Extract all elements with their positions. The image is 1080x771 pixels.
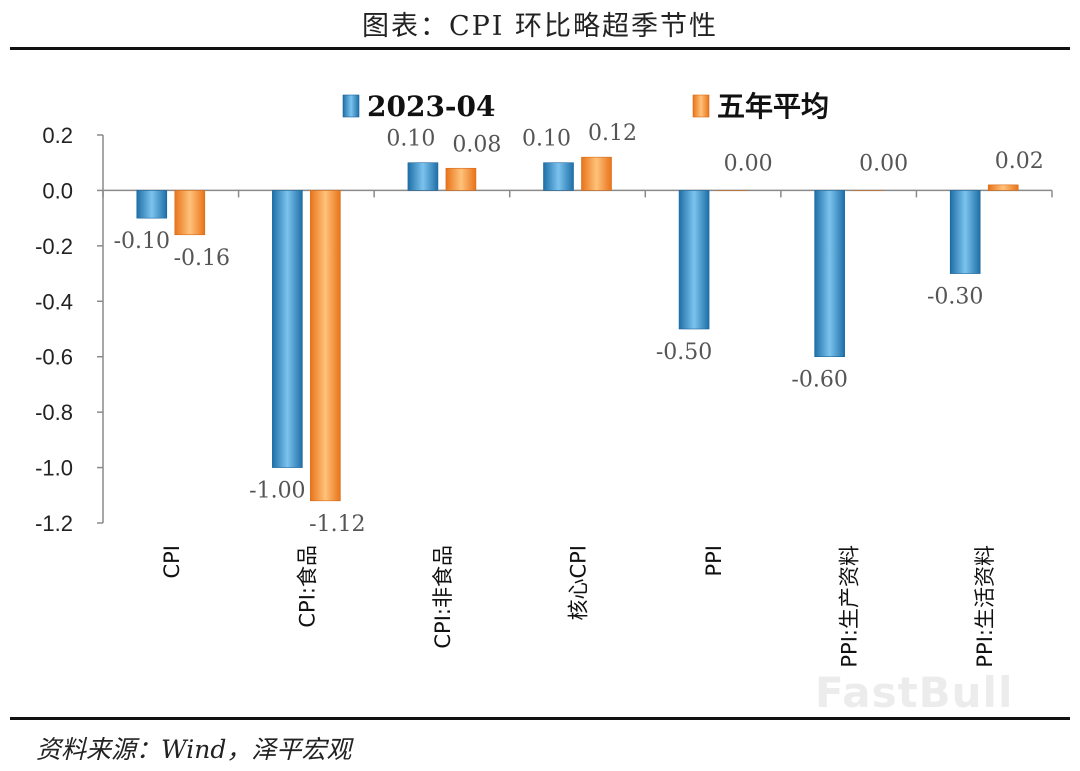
data-label: -1.00: [249, 479, 305, 504]
y-tick-label: -1.2: [35, 511, 73, 536]
category-label: PPI:生活资料: [973, 545, 997, 668]
data-labels: -0.10 -1.00 0.10 0.10 -0.50 -0.60 -0.30 -0.16 -1…: [114, 121, 1044, 537]
category-label: CPI:非食品: [431, 545, 455, 649]
axes: 0.2 0.0 -0.2 -0.4 -0.6 -0.8 -1.0 -1.2: [35, 123, 1053, 536]
data-label: -0.50: [656, 340, 712, 365]
data-label: 0.10: [522, 127, 571, 152]
data-label: -0.10: [114, 229, 170, 254]
bottom-rule: [10, 717, 1070, 720]
data-label: 0.02: [995, 149, 1044, 174]
bar-2023-04-6: [949, 190, 981, 274]
top-rule: [10, 47, 1070, 50]
data-label: 0.08: [452, 132, 501, 157]
data-label: -0.30: [927, 285, 983, 310]
y-tick-label: 0.0: [42, 178, 73, 203]
data-label: -0.16: [174, 246, 230, 271]
category-labels: CPI CPI:食品 CPI:非食品 核心CPI PPI PPI:生产资料 PPI:生活资料: [160, 545, 997, 668]
bar-five-year-avg-2: [445, 167, 477, 191]
bar-2023-04-5: [814, 190, 845, 358]
bar-five-year-avg-6: [987, 184, 1019, 191]
legend-swatch: [692, 94, 710, 118]
source-note: 资料来源：Wind，泽平宏观: [36, 735, 352, 764]
data-label: 0.00: [859, 151, 908, 176]
data-label: 0.10: [386, 127, 435, 152]
bar-2023-04-1: [272, 190, 303, 468]
category-label: 核心CPI: [567, 545, 591, 621]
bar-five-year-avg-0: [174, 190, 206, 236]
data-label: 0.00: [724, 151, 773, 176]
bar-2023-04-3: [543, 162, 574, 191]
y-tick-label: -0.6: [35, 345, 73, 370]
bar-2023-04-0: [136, 190, 168, 219]
category-label: CPI: [160, 545, 184, 579]
y-tick-label: -0.2: [35, 234, 73, 259]
legend: 2023-04 五年平均: [342, 90, 829, 123]
y-tick-label: -0.8: [35, 400, 73, 425]
bar-2023-04-2: [407, 162, 439, 191]
data-label: -0.60: [791, 368, 847, 393]
chart-title: 图表：CPI 环比略超季节性: [361, 11, 719, 42]
legend-swatch: [342, 94, 360, 118]
bars: [136, 156, 1019, 502]
category-label: PPI:生产资料: [838, 545, 862, 668]
category-label: PPI: [702, 545, 726, 577]
legend-label: 五年平均: [717, 90, 829, 123]
bar-chart: 2023-04 五年平均 0.2 0.0 -0.2 -0.4 -0.6 -0.8 -1.0 -1…: [35, 90, 1053, 668]
watermark-logo: FastBull: [815, 668, 1014, 717]
y-tick-label: 0.2: [42, 123, 73, 148]
data-label: -1.12: [309, 512, 365, 537]
legend-label: 2023-04: [367, 90, 496, 123]
y-tick-label: -1.0: [35, 456, 73, 481]
bar-five-year-avg-1: [310, 190, 341, 502]
data-label: 0.12: [588, 121, 637, 146]
bar-2023-04-4: [678, 190, 710, 330]
y-tick-label: -0.4: [35, 289, 73, 314]
bar-five-year-avg-3: [581, 156, 612, 191]
category-label: CPI:食品: [295, 545, 319, 628]
